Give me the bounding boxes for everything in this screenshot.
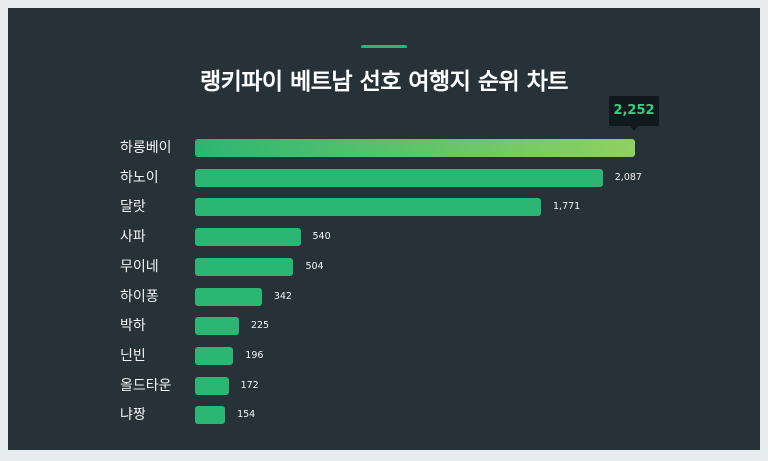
category-label: 하이퐁 (120, 288, 159, 305)
data-label: 540 (312, 231, 331, 243)
data-label: 2,087 (614, 171, 642, 183)
category-label: 냐짱 (120, 407, 146, 424)
bar[interactable] (195, 376, 229, 395)
category-label: 달랏 (120, 199, 146, 216)
value-tooltip: 2,252 (609, 96, 659, 131)
bar[interactable] (195, 168, 603, 187)
data-label: 154 (237, 409, 256, 421)
bar[interactable] (195, 257, 294, 276)
category-label: 하롱베이 (120, 140, 172, 156)
chart-title: 랭키파이 베트남 선호 여행지 순위 차트 (199, 69, 569, 95)
data-label: 1,771 (553, 201, 581, 213)
category-label: 하노이 (120, 169, 159, 186)
category-label: 무이네 (120, 258, 159, 275)
data-label: 225 (250, 320, 270, 332)
bar[interactable] (195, 287, 262, 306)
bar[interactable] (195, 228, 301, 247)
category-label: 박하 (120, 318, 146, 335)
data-label: 342 (273, 290, 292, 302)
bar[interactable] (195, 317, 239, 336)
category-label: 올드타운 (120, 377, 172, 394)
bar[interactable] (195, 139, 635, 157)
bar[interactable] (195, 346, 234, 365)
title-accent-line (361, 45, 407, 48)
category-label: 닌빈 (120, 347, 146, 364)
bar[interactable] (195, 198, 542, 217)
data-label: 196 (245, 349, 264, 361)
data-label: 504 (305, 260, 324, 272)
category-label: 사파 (120, 229, 146, 246)
chart-panel (8, 8, 760, 450)
bar[interactable] (195, 406, 226, 425)
data-label: 172 (240, 379, 259, 391)
